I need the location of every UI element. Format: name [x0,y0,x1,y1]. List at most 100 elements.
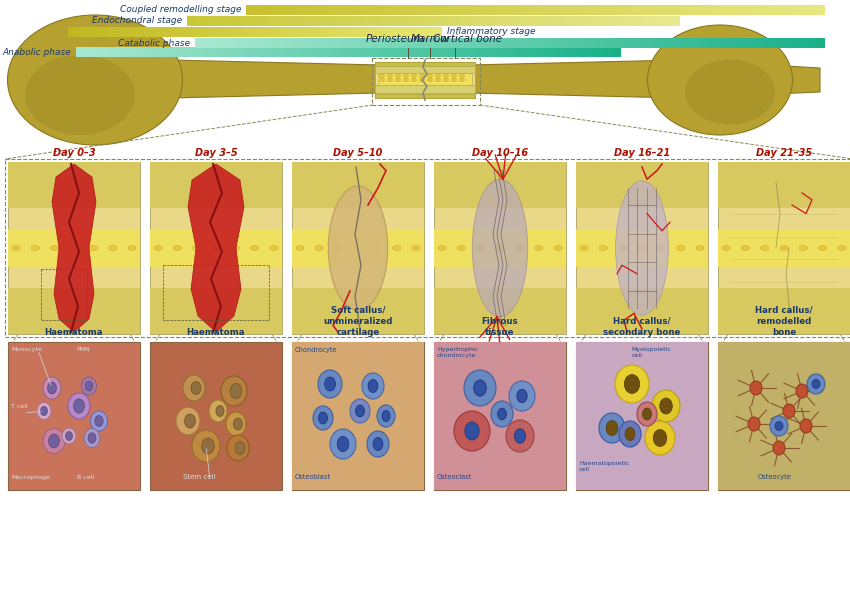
Ellipse shape [411,78,416,82]
Bar [280,47,284,57]
Ellipse shape [420,74,424,78]
Bar [522,16,526,25]
Bar [552,16,556,25]
Bar [374,47,378,57]
Bar [233,27,235,36]
Bar [718,288,850,334]
Bar [194,16,197,25]
Bar [249,16,253,25]
Bar [659,5,663,15]
Bar [362,27,365,36]
Bar [771,5,775,15]
Bar [666,38,670,48]
Ellipse shape [677,245,684,251]
Bar [493,5,497,15]
Bar [380,27,382,36]
Bar [309,16,313,25]
Bar [677,38,683,48]
Bar [519,16,523,25]
Ellipse shape [428,78,433,82]
Bar [213,16,217,25]
Bar [484,38,490,48]
Ellipse shape [819,245,827,251]
Bar [649,38,653,48]
Bar [468,47,473,57]
Bar [456,16,461,25]
Bar [334,38,338,48]
Bar [123,27,126,36]
Bar [627,38,632,48]
Ellipse shape [838,245,846,251]
Bar [232,47,236,57]
Ellipse shape [637,402,657,426]
Bar [360,27,363,36]
Bar [371,38,377,48]
Bar [237,27,241,36]
Bar [578,16,582,25]
Ellipse shape [209,400,227,422]
Ellipse shape [379,74,384,78]
Text: Catabolic phase: Catabolic phase [118,39,190,47]
Bar [275,38,280,48]
Ellipse shape [192,430,220,462]
Bar [385,27,388,36]
Bar [298,47,302,57]
Ellipse shape [251,245,258,251]
Bar [387,27,390,36]
Bar [8,229,140,267]
Bar [269,47,273,57]
Bar [716,38,720,48]
Ellipse shape [444,74,449,78]
Text: Day 21–35: Day 21–35 [756,148,812,158]
Bar [429,27,433,36]
Bar [434,162,566,334]
Bar [226,16,230,25]
Bar [406,47,411,57]
Bar [312,47,316,57]
Ellipse shape [68,393,90,419]
Bar [121,27,123,36]
Text: Monocyte: Monocyte [11,347,42,352]
Bar [389,5,394,15]
Bar [609,47,614,57]
Bar [558,47,563,57]
Bar [548,16,552,25]
Ellipse shape [176,407,200,435]
Bar [370,5,374,15]
Bar [509,16,513,25]
Bar [555,5,559,15]
Ellipse shape [660,398,672,414]
Bar [395,47,399,57]
Bar [225,27,228,36]
Bar [417,16,421,25]
Bar [8,162,140,334]
Bar [225,38,230,48]
Bar [235,27,238,36]
Ellipse shape [12,245,20,251]
Bar [624,5,628,15]
Bar [749,38,754,48]
Bar [619,38,624,48]
Bar [435,47,439,57]
Bar [205,27,208,36]
Bar [348,47,353,57]
Bar [497,38,502,48]
Bar [490,47,494,57]
Ellipse shape [796,384,808,398]
Bar [694,5,698,15]
Bar [595,47,599,57]
Bar [421,47,425,57]
Bar [381,47,385,57]
Bar [384,16,388,25]
Ellipse shape [230,384,242,399]
Bar [258,27,260,36]
Text: Myelopoietic
cell: Myelopoietic cell [632,347,672,358]
Bar [268,27,270,36]
Bar [233,16,237,25]
Bar [581,5,586,15]
Ellipse shape [368,379,378,393]
Bar [570,5,575,15]
Bar [462,5,467,15]
Text: Hard callus/
remodelled
bone: Hard callus/ remodelled bone [755,306,813,337]
Bar [457,47,462,57]
